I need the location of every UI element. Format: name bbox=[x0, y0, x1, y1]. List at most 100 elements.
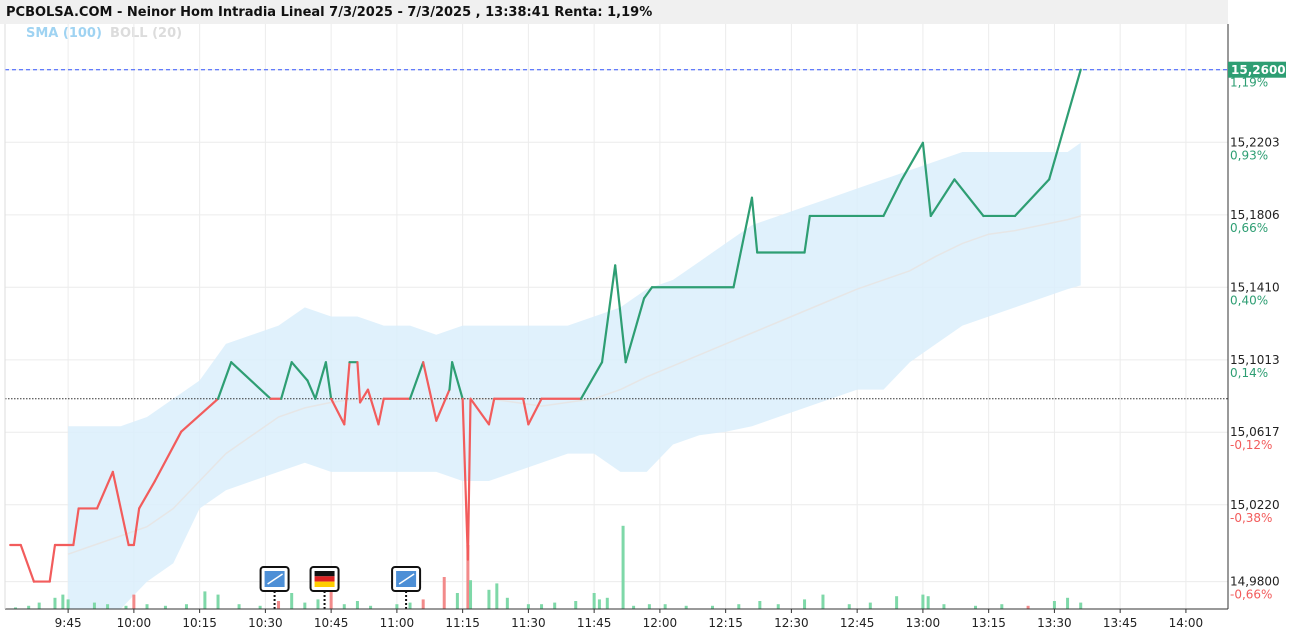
y-tick-percent: 0,40% bbox=[1230, 293, 1268, 307]
price-segment bbox=[366, 388, 380, 426]
x-tick-label: 10:45 bbox=[314, 616, 349, 630]
y-tick-percent: -0,66% bbox=[1230, 588, 1272, 602]
x-tick-label: 10:15 bbox=[182, 616, 217, 630]
volume-bar bbox=[303, 602, 307, 609]
price-segment bbox=[953, 178, 985, 218]
volume-bar bbox=[847, 604, 851, 609]
price-segment bbox=[624, 297, 646, 364]
volume-bar bbox=[395, 604, 399, 609]
price-segment bbox=[921, 141, 932, 218]
volume-bar bbox=[163, 605, 167, 609]
x-tick-label: 13:00 bbox=[906, 616, 941, 630]
price-segment bbox=[882, 178, 903, 218]
volume-bar bbox=[290, 593, 294, 609]
price-segment bbox=[290, 361, 309, 382]
volume-bar bbox=[553, 602, 557, 609]
y-tick-percent: 0,93% bbox=[1230, 148, 1268, 162]
bollinger-band bbox=[68, 142, 1081, 610]
volume-bar bbox=[621, 525, 625, 609]
price-segment bbox=[153, 430, 183, 483]
indicator-legend: SMA (100) BOLL (20) bbox=[26, 26, 182, 41]
y-tick-percent: 0,66% bbox=[1230, 221, 1268, 235]
axes bbox=[4, 24, 1229, 610]
reference-line bbox=[5, 69, 1228, 400]
price-segment bbox=[72, 507, 80, 547]
volume-bar bbox=[203, 591, 207, 609]
news-icon bbox=[267, 573, 284, 585]
price-segment bbox=[138, 479, 157, 510]
legend-boll[interactable]: BOLL (20) bbox=[110, 26, 183, 41]
volume-bar bbox=[408, 602, 412, 609]
sma-line bbox=[67, 215, 1081, 555]
volume-bar bbox=[27, 605, 31, 609]
y-tick-percent: -0,38% bbox=[1230, 511, 1272, 525]
volume-bar bbox=[1026, 605, 1030, 609]
x-tick-label: 9:45 bbox=[55, 616, 82, 630]
price-segment bbox=[1013, 178, 1051, 218]
price-segment bbox=[487, 397, 496, 426]
price-segment bbox=[48, 543, 57, 583]
volume-bar bbox=[329, 586, 333, 609]
volume-bar bbox=[605, 597, 609, 609]
price-segment bbox=[422, 361, 438, 422]
volume-bar bbox=[355, 601, 359, 609]
volume-bar bbox=[66, 599, 70, 609]
volume-bar bbox=[737, 604, 741, 609]
x-tick-label: 11:00 bbox=[380, 616, 415, 630]
news-icon bbox=[398, 573, 415, 585]
volume-bar bbox=[237, 604, 241, 609]
price-segment bbox=[522, 397, 530, 426]
x-tick-label: 12:30 bbox=[774, 616, 809, 630]
volume-bar bbox=[526, 604, 530, 609]
y-tick-percent: 0,14% bbox=[1230, 366, 1268, 380]
flag-germany-icon bbox=[314, 576, 335, 582]
volume-bar bbox=[776, 604, 780, 609]
price-segment bbox=[356, 361, 362, 404]
volume-bar bbox=[132, 594, 136, 609]
x-tick-label: 13:15 bbox=[971, 616, 1006, 630]
price-segment bbox=[280, 361, 293, 400]
price-segment bbox=[527, 397, 543, 426]
volume-bar bbox=[487, 589, 491, 609]
volume-bar bbox=[684, 605, 688, 609]
volume-bar bbox=[926, 596, 930, 609]
volume-bar bbox=[342, 604, 346, 609]
volume-bar bbox=[258, 605, 262, 609]
price-segment bbox=[461, 397, 469, 561]
volume-bar bbox=[758, 601, 762, 609]
volume-bar bbox=[921, 594, 925, 609]
x-tick-label: 11:30 bbox=[511, 616, 546, 630]
y-tick-price: 15,1013 bbox=[1230, 353, 1280, 367]
volume-bar bbox=[597, 599, 601, 609]
volume-bar bbox=[106, 604, 110, 609]
volume-bar bbox=[710, 605, 714, 609]
volume-bar bbox=[632, 605, 636, 609]
price-segment bbox=[19, 543, 36, 583]
volume-bar bbox=[1000, 604, 1004, 609]
news-markers[interactable] bbox=[259, 566, 422, 609]
volume-bar bbox=[421, 599, 425, 609]
legend-sma[interactable]: SMA (100) bbox=[26, 26, 102, 41]
y-tick-price: 14,9800 bbox=[1230, 575, 1280, 589]
volume-bar bbox=[455, 593, 459, 609]
volume-bar bbox=[92, 602, 96, 609]
volume-bar bbox=[821, 594, 825, 609]
last-price-tag: 15,2600 bbox=[1228, 61, 1286, 78]
x-tick-label: 13:45 bbox=[1103, 616, 1138, 630]
volume-bar bbox=[974, 605, 978, 609]
y-tick-price: 15,1410 bbox=[1230, 280, 1280, 294]
volume-bar bbox=[369, 605, 373, 609]
x-tick-label: 12:15 bbox=[708, 616, 743, 630]
price-segment bbox=[469, 397, 491, 426]
volume-bar bbox=[1079, 602, 1083, 609]
price-segment bbox=[230, 361, 272, 400]
x-tick-label: 12:45 bbox=[840, 616, 875, 630]
price-segment bbox=[343, 361, 351, 426]
price-line bbox=[9, 68, 1082, 583]
price-segment bbox=[306, 379, 317, 400]
price-segment bbox=[451, 361, 464, 400]
price-segment bbox=[358, 388, 370, 404]
bollinger-band-area bbox=[68, 142, 1081, 610]
volume-bar bbox=[942, 604, 946, 609]
